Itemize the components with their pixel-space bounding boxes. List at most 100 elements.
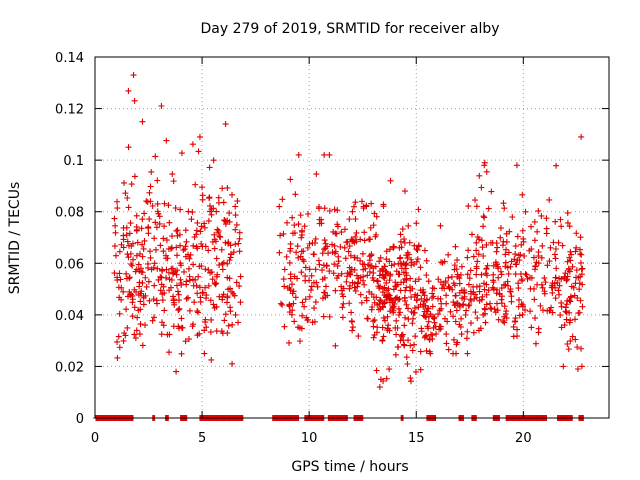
data-point <box>458 263 465 270</box>
data-point <box>400 341 407 348</box>
data-point <box>160 235 167 242</box>
data-point <box>131 97 138 104</box>
data-point <box>291 222 298 229</box>
data-point <box>295 221 302 228</box>
data-point <box>334 223 341 230</box>
data-point <box>156 220 163 227</box>
data-point <box>147 254 154 261</box>
data-point <box>291 318 298 325</box>
data-point <box>130 256 137 263</box>
data-point <box>389 306 396 313</box>
data-point <box>397 260 404 267</box>
data-point <box>126 275 133 282</box>
data-point <box>566 319 573 326</box>
data-point <box>125 254 132 261</box>
data-point <box>355 275 362 282</box>
data-point <box>564 258 571 265</box>
data-point <box>451 282 458 289</box>
data-point <box>465 203 472 210</box>
data-point <box>458 331 465 338</box>
data-point <box>136 331 143 338</box>
data-point <box>279 301 286 308</box>
data-point <box>166 287 173 294</box>
data-point <box>478 184 485 191</box>
data-point <box>408 308 415 315</box>
data-point <box>292 294 299 301</box>
data-point <box>401 240 408 247</box>
data-point <box>473 294 480 301</box>
data-point <box>129 292 136 299</box>
data-point <box>235 319 242 326</box>
x-tick-label: 5 <box>198 431 206 446</box>
data-point <box>539 284 546 291</box>
data-point <box>550 239 557 246</box>
data-point <box>141 210 148 217</box>
data-point <box>131 304 138 311</box>
data-point <box>481 286 488 293</box>
data-point <box>196 263 203 270</box>
data-point <box>210 157 217 164</box>
data-point <box>229 321 236 328</box>
data-point <box>326 313 333 320</box>
data-point <box>442 279 449 286</box>
data-point <box>123 270 130 277</box>
data-point <box>280 276 287 283</box>
data-point <box>497 268 504 275</box>
data-point <box>194 290 201 297</box>
data-point <box>480 213 487 220</box>
data-point <box>346 300 353 307</box>
data-point <box>487 305 494 312</box>
data-point <box>289 214 296 221</box>
data-point <box>375 306 382 313</box>
data-point <box>159 266 166 273</box>
data-point <box>203 292 210 299</box>
data-point <box>403 301 410 308</box>
data-point <box>330 228 337 235</box>
data-point <box>408 294 415 301</box>
data-point <box>437 325 444 332</box>
data-point <box>145 224 152 231</box>
data-point <box>211 245 218 252</box>
data-point <box>553 265 560 272</box>
data-point <box>160 248 167 255</box>
data-point <box>166 219 173 226</box>
data-point <box>153 297 160 304</box>
data-point <box>170 269 177 276</box>
data-point <box>516 312 523 319</box>
data-point <box>412 333 419 340</box>
data-point <box>349 324 356 331</box>
data-point <box>464 271 471 278</box>
data-point <box>374 301 381 308</box>
data-point <box>490 277 497 284</box>
data-point <box>196 330 203 337</box>
data-point <box>170 178 177 185</box>
data-point <box>453 307 460 314</box>
data-point <box>334 262 341 269</box>
data-point <box>502 259 509 266</box>
data-point <box>435 276 442 283</box>
data-point <box>196 133 203 140</box>
data-point <box>373 329 380 336</box>
data-point <box>179 324 186 331</box>
data-point <box>387 295 394 302</box>
data-point <box>403 277 410 284</box>
data-point <box>409 320 416 327</box>
data-point <box>182 227 189 234</box>
data-point <box>133 327 140 334</box>
data-point <box>298 325 305 332</box>
data-point <box>300 248 307 255</box>
data-point <box>563 277 570 284</box>
data-point <box>302 296 309 303</box>
data-point <box>456 280 463 287</box>
data-point <box>512 243 519 250</box>
data-point <box>530 254 537 261</box>
data-point <box>158 274 165 281</box>
data-point <box>383 256 390 263</box>
data-point <box>399 226 406 233</box>
data-point <box>579 303 586 310</box>
data-point <box>380 201 387 208</box>
data-point <box>226 210 233 217</box>
data-point <box>331 261 338 268</box>
data-point <box>560 363 567 370</box>
data-point <box>290 300 297 307</box>
